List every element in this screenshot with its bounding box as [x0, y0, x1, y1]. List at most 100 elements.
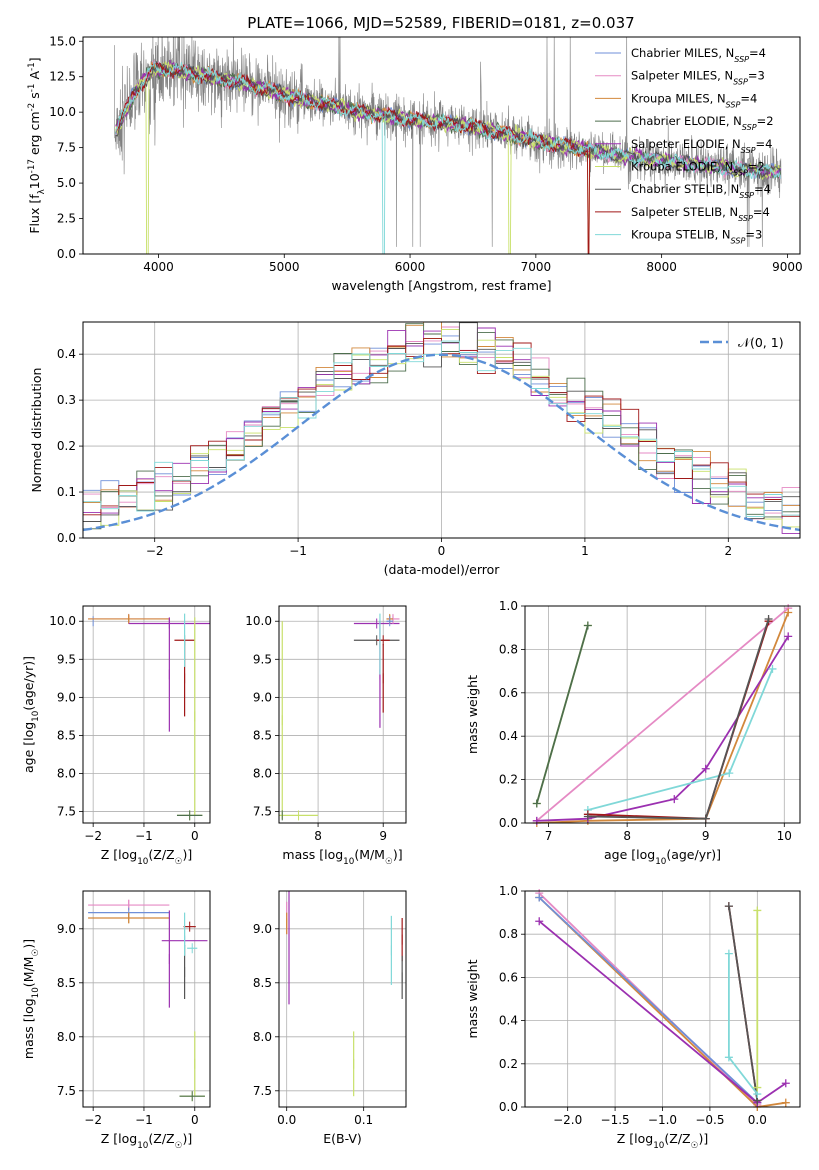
x-tick-label: 7000 [521, 260, 552, 274]
y-tick-label: 8.5 [57, 728, 76, 742]
y-tick-label: 0.8 [499, 927, 518, 941]
plus-marker [583, 812, 592, 821]
axes-frame [82, 321, 801, 539]
x-tick-label: 0.0 [748, 1113, 767, 1127]
gaussian-curve [83, 353, 800, 532]
error-bar-point [353, 618, 400, 629]
legend-label: Salpeter ELODIE, NSSP=4 [631, 137, 772, 155]
y-tick-label: 9.5 [57, 652, 76, 666]
y-axis-label: mass weight [465, 675, 480, 754]
y-tick-label: 0.0 [499, 1100, 518, 1114]
error-bar-point [386, 616, 393, 627]
y-tick-label: 8.5 [253, 976, 272, 990]
y-tick-label: 8.0 [57, 767, 76, 781]
error-bar-point [88, 912, 170, 924]
plus-marker [583, 621, 592, 630]
y-axis-label: mass weight [465, 959, 480, 1038]
plus-marker [535, 893, 544, 902]
x-tick-label: 4000 [143, 260, 174, 274]
y-tick-label: 7.5 [253, 1084, 272, 1098]
x-tick-label: −2.0 [553, 1113, 582, 1127]
y-tick-label: 8.0 [253, 1030, 272, 1044]
spectrum-panel: 4000 5000 6000 7000 8000 9000 0.0 2.5 5.0 7.5 10.0… [27, 34, 803, 293]
x-tick-label: 0 [191, 829, 199, 843]
plus-marker [781, 1098, 790, 1107]
plus-marker [701, 814, 710, 823]
y-tick-label: 9.5 [253, 652, 272, 666]
mass-weight-line [536, 635, 789, 822]
plus-marker [701, 764, 710, 773]
legend-label: Salpeter MILES, NSSP=3 [631, 69, 765, 87]
mass-weight-line [587, 668, 774, 811]
x-tick-label: −1.5 [601, 1113, 630, 1127]
x-tick-label: −2 [84, 829, 102, 843]
plus-marker [764, 615, 773, 624]
y-tick-label: 0.4 [499, 729, 518, 743]
y-tick-label: 0.4 [57, 347, 76, 361]
y-tick-label: 10.0 [245, 614, 272, 628]
legend-label: Kroupa STELIB, NSSP=3 [631, 228, 762, 246]
residual-distribution-panel: −2 −1 0 1 2 0.0 0.1 0.2 0.3 0.4 (data-model)/error… [29, 321, 801, 577]
y-tick-label: 0.1 [57, 485, 76, 499]
x-axis-label: age [log10(age/yr)] [604, 847, 721, 867]
y-tick-label: 0.0 [57, 531, 76, 545]
y-tick-label: 0.2 [57, 439, 76, 453]
mass-weight-line [728, 905, 759, 1101]
x-tick-label: 0 [191, 1113, 199, 1127]
plus-marker [781, 1079, 790, 1088]
x-tick-label: 8000 [646, 260, 677, 274]
mass-weight-line [538, 896, 786, 1107]
x-tick-label: −2 [146, 544, 164, 558]
error-bar-point [187, 943, 198, 954]
plus-marker [724, 1053, 733, 1062]
y-tick-label: 0.0 [57, 247, 76, 261]
x-tick-label: −1 [135, 829, 153, 843]
x-tick-label: 9 [379, 829, 387, 843]
age-vs-mass-panel: 8 9 7.5 8.0 8.5 9.0 9.5 10.0 mass [log10(M/M☉)] [245, 605, 407, 867]
axes-frame [524, 890, 801, 1108]
error-bar-point [88, 613, 170, 624]
plus-marker [725, 769, 734, 778]
x-tick-label: −2 [84, 1113, 102, 1127]
plus-marker [768, 664, 777, 673]
y-tick-label: 0.6 [499, 686, 518, 700]
y-axis-label: age [log10(age/yr)] [21, 656, 41, 773]
y-tick-label: 0.2 [499, 1057, 518, 1071]
x-tick-label: 9000 [772, 260, 803, 274]
y-tick-label: 10.0 [49, 614, 76, 628]
mass-vs-ebv-panel: 0.0 0.1 7.5 8.0 8.5 9.0 E(B-V) [253, 890, 407, 1146]
legend-label: Chabrier ELODIE, NSSP=2 [631, 114, 774, 132]
error-bar-point [179, 1091, 205, 1102]
plus-marker [724, 949, 733, 958]
plus-marker [724, 902, 733, 911]
age-vs-metallicity-panel: −2 −1 0 7.5 8.0 8.5 9.0 9.5 10.0 Z [log10(Z/Z☉)] a… [21, 605, 211, 867]
y-tick-label: 9.0 [253, 922, 272, 936]
y-axis-label: Normed distribution [29, 368, 44, 493]
y-tick-label: 10.0 [49, 105, 76, 119]
y-tick-label: 7.5 [57, 1084, 76, 1098]
y-axis-label: mass [log10(M/M☉)] [21, 939, 41, 1059]
y-tick-label: 9.0 [253, 690, 272, 704]
y-tick-label: 8.5 [253, 728, 272, 742]
error-bar-point [376, 635, 390, 646]
figure-title: PLATE=1066, MJD=52589, FIBERID=0181, z=0… [247, 14, 634, 32]
y-tick-label: 12.5 [49, 70, 76, 84]
mass-weight-line [535, 625, 589, 804]
x-tick-label: −1 [135, 1113, 153, 1127]
axes-frame [524, 605, 801, 824]
x-tick-label: 8 [623, 829, 631, 843]
x-axis-label: E(B-V) [323, 1131, 362, 1146]
mass-weight-vs-age-panel: 7 8 9 10 0.0 0.2 0.4 0.6 0.8 1.0 age [log10(age/yr… [465, 599, 801, 867]
x-tick-label: 10 [777, 829, 792, 843]
mass-weight-line [538, 896, 758, 1104]
y-tick-label: 9.0 [57, 922, 76, 936]
legend-label: 𝒩(0, 1) [738, 335, 784, 350]
y-tick-label: 0.6 [499, 970, 518, 984]
y-axis-label: Flux [fλ10-17 erg cm-2 s-1 A-1] [27, 57, 47, 233]
x-tick-label: −1 [289, 544, 307, 558]
legend-label: Chabrier MILES, NSSP=4 [631, 46, 766, 64]
plus-marker [670, 795, 679, 804]
y-tick-label: 0.2 [499, 773, 518, 787]
y-tick-label: 0.4 [499, 1014, 518, 1028]
mass-weight-line [587, 620, 770, 820]
